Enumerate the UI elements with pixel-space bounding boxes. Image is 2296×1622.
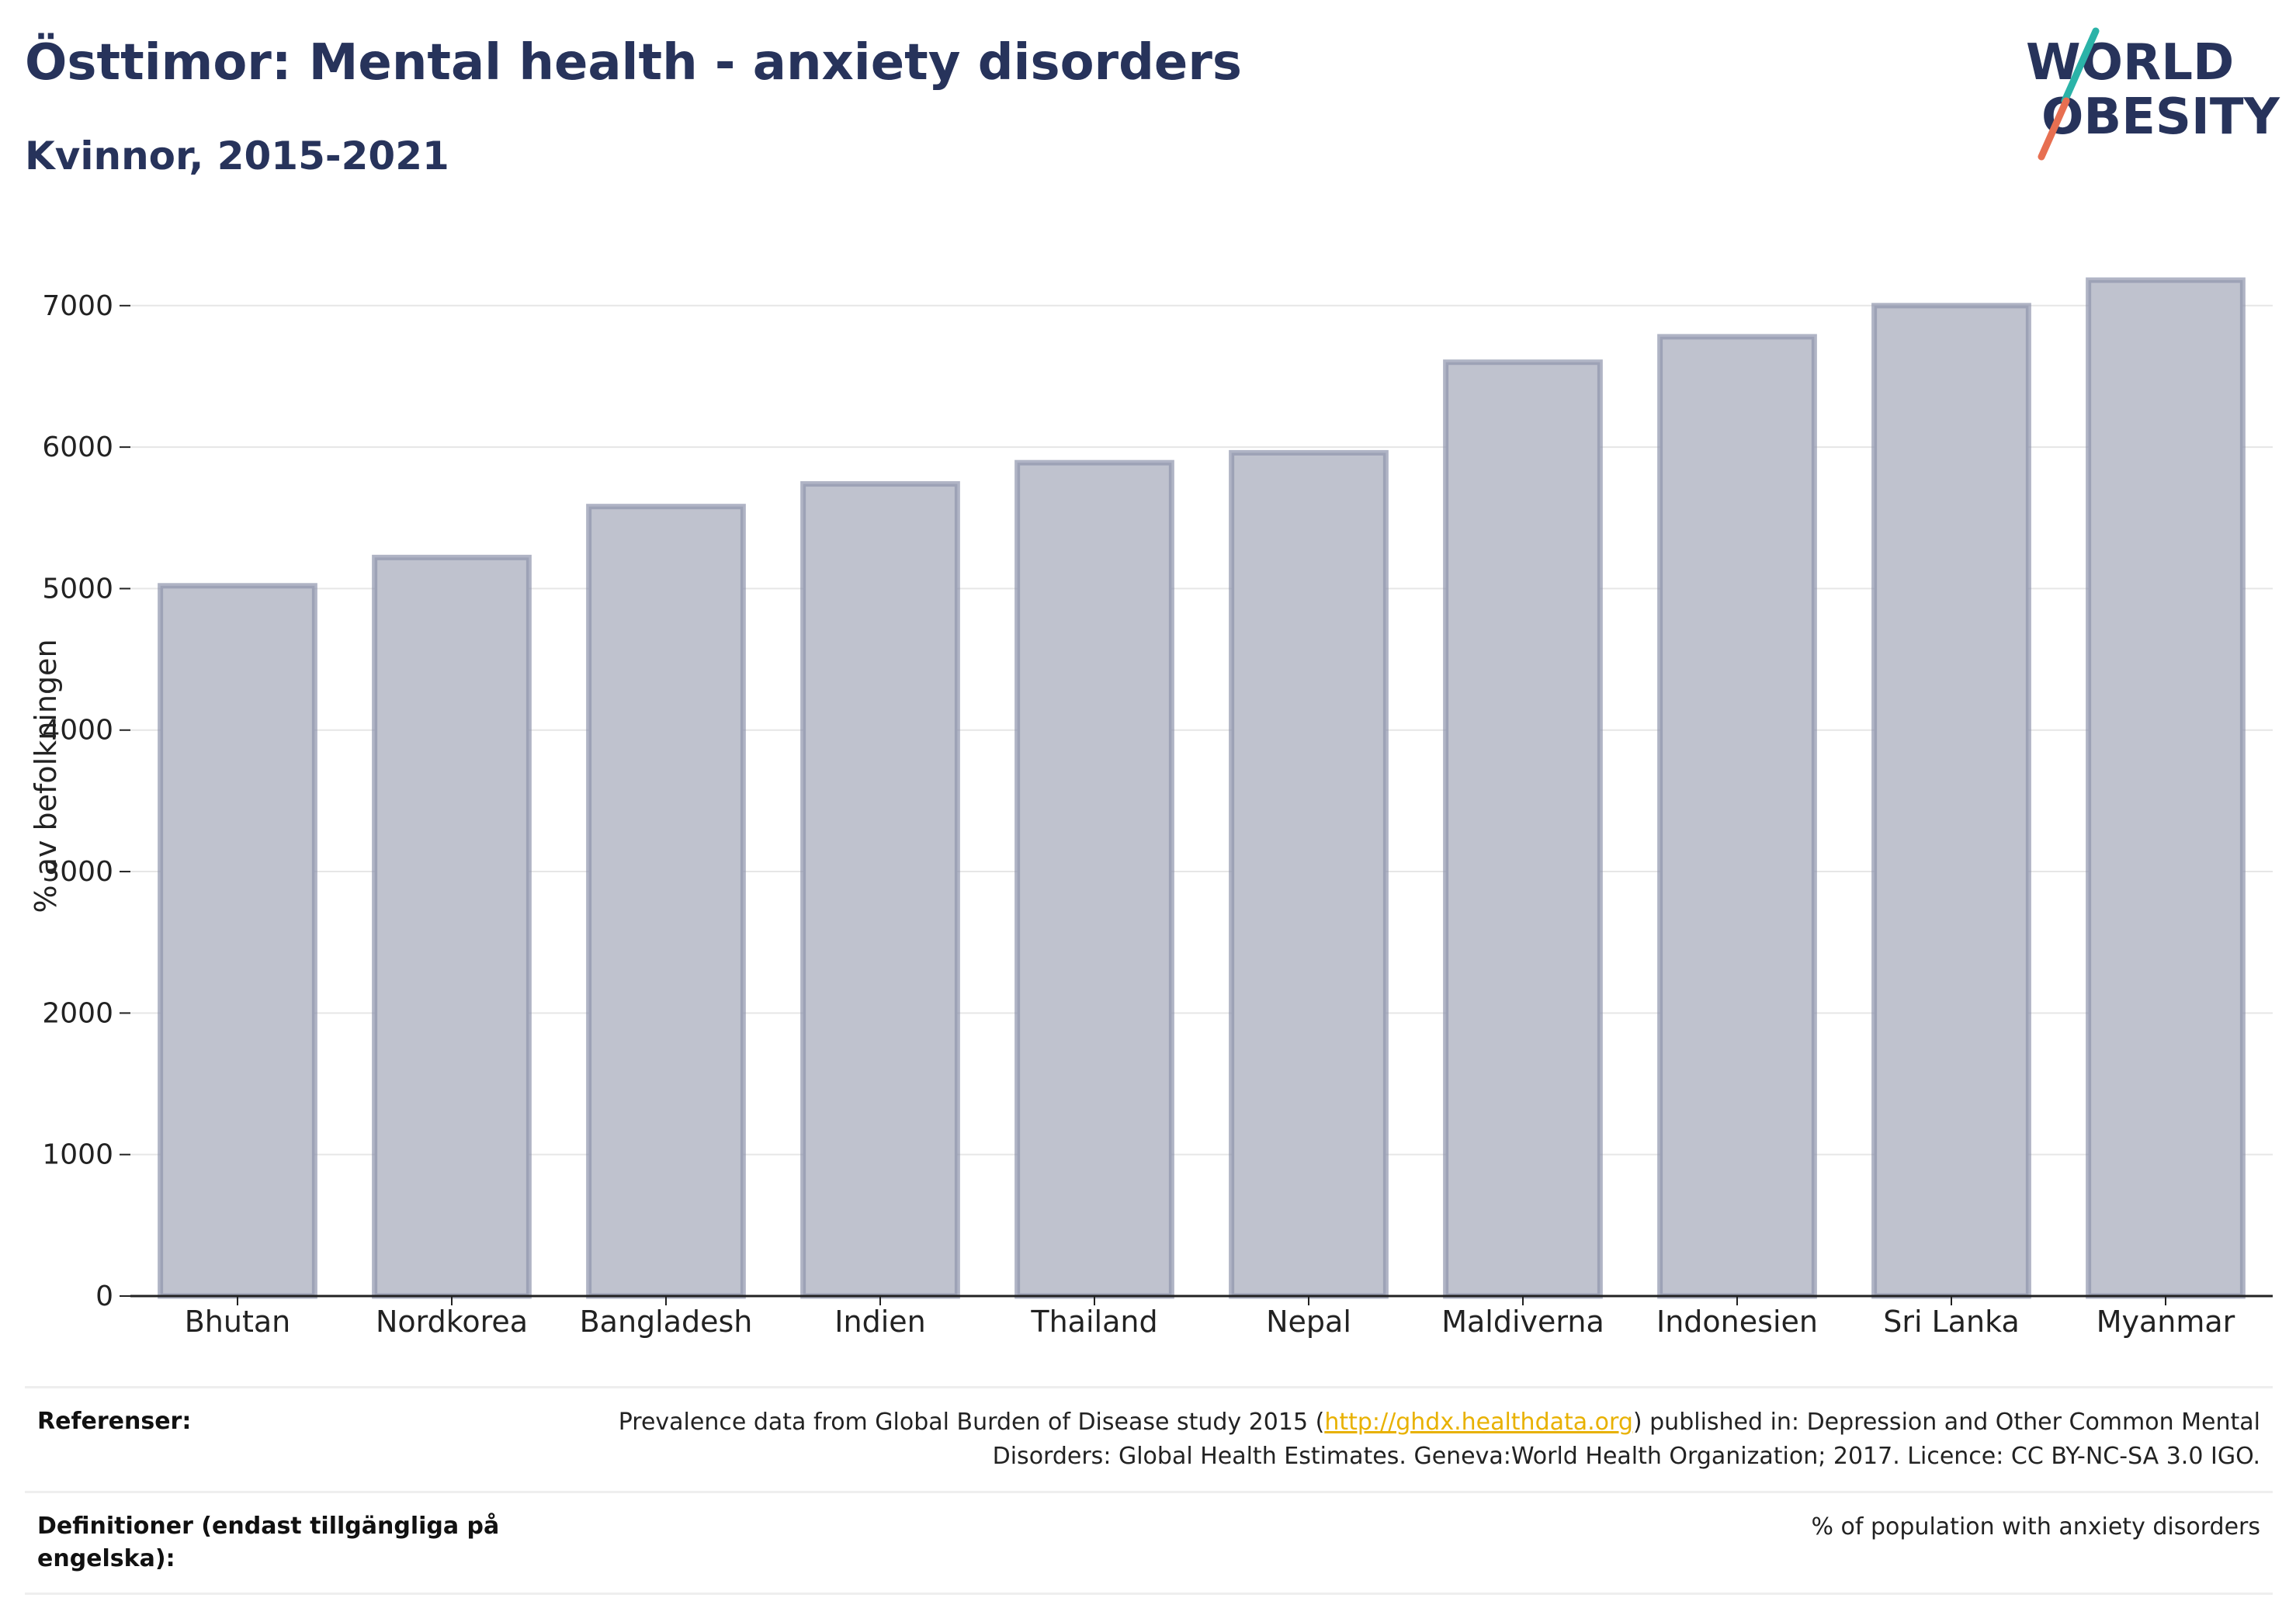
chart-title: Östtimor: Mental health - anxiety disord… xyxy=(25,34,1242,92)
references-value: Prevalence data from Global Burden of Di… xyxy=(584,1405,2260,1474)
y-tick-label: 4000 xyxy=(42,715,113,747)
x-tick-label: Bangladesh xyxy=(580,1305,753,1339)
definitions-label: Definitioner (endast tillgängliga på eng… xyxy=(37,1513,500,1572)
logo-line-2: OBESITY xyxy=(2041,88,2280,146)
world-obesity-logo: WORLD OBESITY xyxy=(2026,27,2280,161)
chart-subtitle: Kvinnor, 2015-2021 xyxy=(25,133,449,178)
x-tick-label: Nordkorea xyxy=(376,1305,528,1339)
x-tick-label: Bhutan xyxy=(185,1305,291,1339)
bar xyxy=(1443,359,1603,1299)
references-label: Referenser: xyxy=(37,1408,192,1435)
x-tick-label: Maldiverna xyxy=(1441,1305,1604,1339)
y-axis-label: % av befolkningen xyxy=(29,639,63,913)
bar xyxy=(1014,459,1174,1299)
y-tick-label: 2000 xyxy=(42,997,113,1029)
logo-slash-top xyxy=(2061,27,2100,105)
bars xyxy=(158,277,2246,1299)
definitions-value: % of population with anxiety disorders xyxy=(1811,1513,2260,1541)
x-tick-label: Indonesien xyxy=(1656,1305,1818,1339)
y-tick-label: 6000 xyxy=(42,431,113,463)
x-tick-label: Myanmar xyxy=(2097,1305,2235,1339)
references-table: Referenser: Prevalence data from Global … xyxy=(25,1386,2273,1595)
references-row: Referenser: Prevalence data from Global … xyxy=(25,1386,2273,1491)
axes: 0 1000 2000 3000 4000 5000 6000 7000 Bhutan Nordk… xyxy=(42,290,2273,1339)
x-tick-label: Sri Lanka xyxy=(1883,1305,2020,1339)
y-tick-label: 3000 xyxy=(42,856,113,888)
logo-slash-bottom xyxy=(2038,97,2070,161)
bar xyxy=(1871,303,2031,1299)
logo-line-1: WORLD xyxy=(2026,34,2234,92)
references-text-pre: Prevalence data from Global Burden of Di… xyxy=(618,1409,1325,1436)
x-tick-label: Nepal xyxy=(1266,1305,1351,1339)
x-tick-label: Indien xyxy=(834,1305,925,1339)
y-tick-label: 0 xyxy=(95,1281,113,1312)
bar xyxy=(372,554,532,1299)
bar xyxy=(158,583,317,1299)
references-text-post: ) published in: Depression and Other Com… xyxy=(992,1409,2260,1470)
x-tick-label: Thailand xyxy=(1030,1305,1157,1339)
definitions-row: Definitioner (endast tillgängliga på eng… xyxy=(25,1491,2273,1595)
bar-chart: 0 1000 2000 3000 4000 5000 6000 7000 Bhutan Nordk… xyxy=(29,277,2273,1339)
references-link[interactable]: http://ghdx.healthdata.org xyxy=(1324,1409,1633,1436)
bar xyxy=(800,481,960,1299)
y-tick-label: 1000 xyxy=(42,1139,113,1171)
y-tick-label: 7000 xyxy=(42,290,113,322)
bar xyxy=(586,504,746,1299)
bar xyxy=(1657,334,1817,1299)
y-tick-label: 5000 xyxy=(42,573,113,605)
bar xyxy=(2086,277,2246,1299)
bar xyxy=(1229,449,1389,1299)
